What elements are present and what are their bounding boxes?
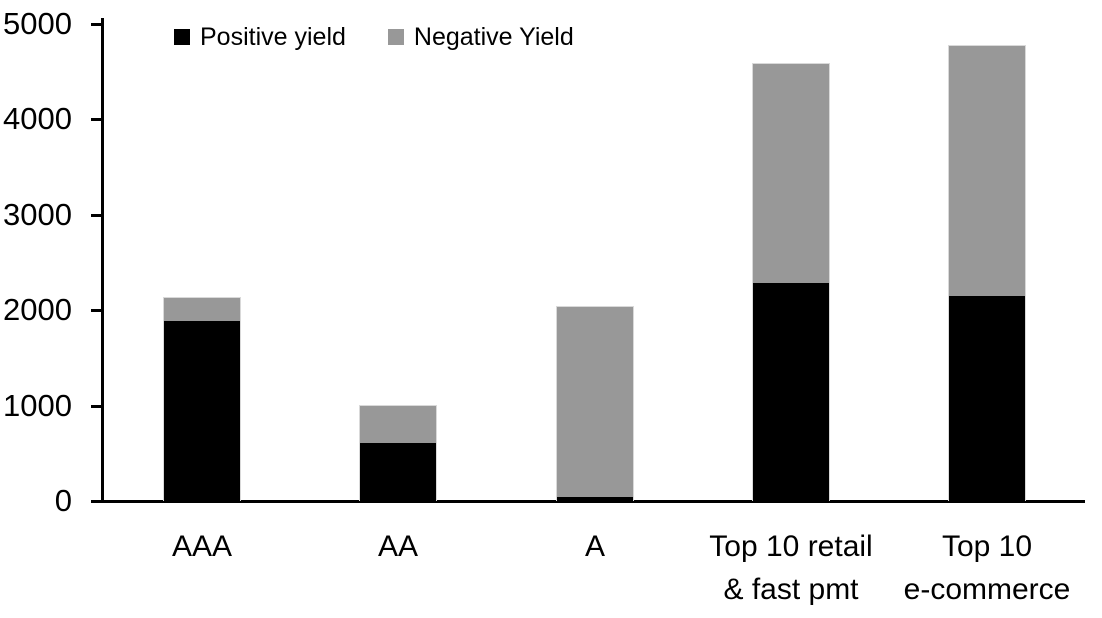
y-tick-label: 0: [54, 483, 72, 518]
y-tick-label: 5000: [3, 6, 72, 41]
y-axis-tick: [91, 500, 101, 503]
x-category-label-line: A: [584, 530, 605, 563]
bar-column-4: [752, 63, 830, 501]
legend-swatch-icon: [387, 29, 404, 45]
y-tick-label: 1000: [3, 387, 72, 423]
y-axis-line: [101, 18, 104, 503]
x-category-label-line: AA: [377, 530, 419, 563]
x-category-label-line: AAA: [171, 530, 233, 563]
x-category-label-line: Top 10: [941, 530, 1033, 563]
bar-column-3: [556, 306, 634, 501]
chart-legend: Positive yield Negative Yield: [174, 20, 574, 54]
bar-segment-positive-yield: [360, 442, 436, 501]
x-category-label: A: [485, 525, 705, 568]
bar-segment-negative-yield: [360, 405, 436, 443]
legend-label: Positive yield: [200, 23, 346, 51]
y-axis-tick: [91, 213, 101, 217]
x-category-label: Top 10 retail & fast pmt: [681, 525, 901, 611]
legend-item-negative-yield: Negative Yield: [387, 20, 574, 54]
bar-column-5: [948, 45, 1026, 501]
plot-area: [91, 18, 1085, 503]
x-category-label: AAA: [92, 525, 312, 568]
y-axis-tick: [91, 118, 101, 122]
legend-item-positive-yield: Positive yield: [174, 20, 346, 54]
y-tick-label: 2000: [3, 292, 72, 328]
bar-segment-negative-yield: [753, 64, 829, 283]
legend-swatch-icon: [174, 29, 190, 45]
bar-column-1: [163, 296, 241, 501]
x-category-label: AA: [288, 525, 508, 568]
x-category-label: Top 10 e-commerce: [877, 525, 1097, 611]
bar-segment-negative-yield: [164, 297, 240, 321]
x-category-label-line: & fast pmt: [723, 573, 859, 606]
y-axis-tick: [91, 309, 101, 313]
legend-label: Negative Yield: [413, 23, 574, 51]
y-tick-label: 4000: [3, 101, 72, 137]
bar-segment-positive-yield: [557, 497, 633, 501]
y-axis-tick: [91, 23, 101, 26]
bar-segment-negative-yield: [557, 307, 633, 498]
x-category-label-line: Top 10 retail: [709, 530, 873, 563]
y-tick-label: 3000: [3, 196, 72, 232]
bar-segment-positive-yield: [753, 282, 829, 501]
x-axis-line: [101, 500, 1085, 503]
bar-segment-negative-yield: [949, 46, 1025, 296]
bar-segment-positive-yield: [949, 295, 1025, 501]
x-category-label-line: e-commerce: [903, 573, 1071, 606]
y-axis-tick: [91, 404, 101, 408]
bar-segment-positive-yield: [164, 320, 240, 501]
bar-column-2: [359, 404, 437, 501]
